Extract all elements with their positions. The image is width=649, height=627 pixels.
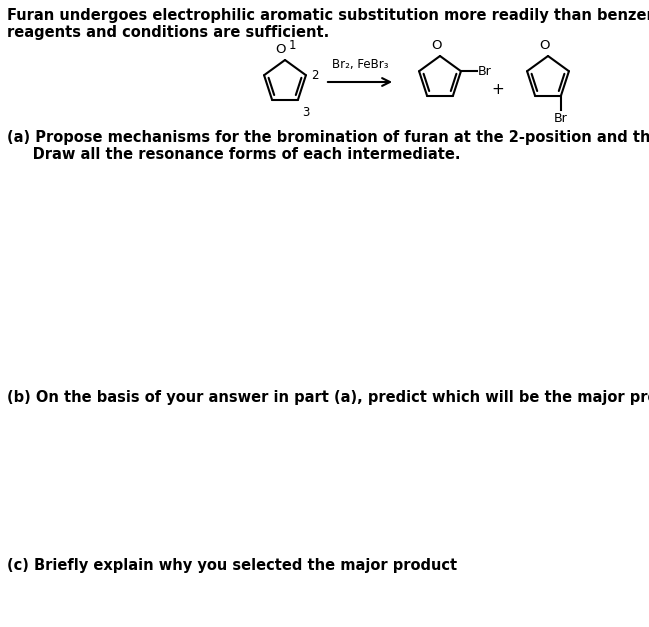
- Text: (a) Propose mechanisms for the bromination of furan at the 2-position and the 3-: (a) Propose mechanisms for the brominati…: [7, 130, 649, 162]
- Text: (b) On the basis of your answer in part (a), predict which will be the major pro: (b) On the basis of your answer in part …: [7, 390, 649, 405]
- Text: 1: 1: [289, 39, 297, 52]
- Text: Br: Br: [478, 65, 492, 78]
- Text: Br₂, FeBr₃: Br₂, FeBr₃: [332, 58, 388, 71]
- Text: +: +: [492, 83, 504, 98]
- Text: O: O: [539, 39, 549, 52]
- Text: 2: 2: [311, 69, 319, 82]
- Text: O: O: [431, 39, 441, 52]
- Text: Furan undergoes electrophilic aromatic substitution more readily than benzene; m: Furan undergoes electrophilic aromatic s…: [7, 8, 649, 40]
- Text: (c) Briefly explain why you selected the major product: (c) Briefly explain why you selected the…: [7, 558, 457, 573]
- Text: Br: Br: [554, 112, 568, 125]
- Text: O: O: [276, 43, 286, 56]
- Text: 3: 3: [302, 106, 310, 119]
